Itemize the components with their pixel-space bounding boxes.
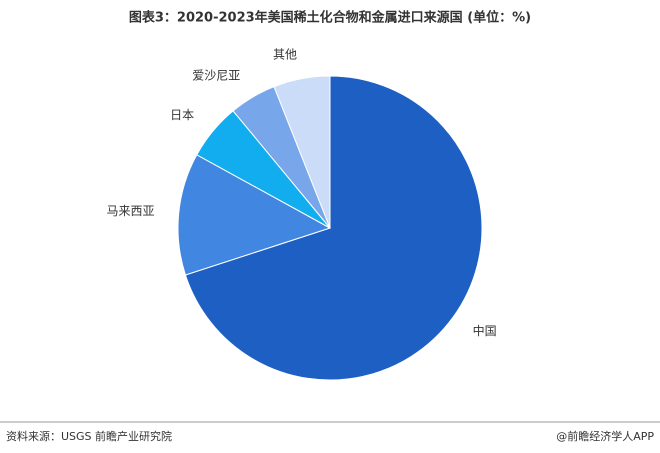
slice-label: 日本 <box>170 108 194 122</box>
chart-title: 图表3：2020-2023年美国稀土化合物和金属进口来源国 (单位：%) <box>129 10 531 26</box>
slice-label: 其他 <box>273 47 297 61</box>
slice-label: 马来西亚 <box>106 204 154 218</box>
slice-label: 爱沙尼亚 <box>192 69 240 83</box>
pie-slice <box>273 75 331 229</box>
source: 资料来源：USGS 前瞻产业研究院 <box>6 429 172 443</box>
credit: @前瞻经济学人APP <box>556 429 654 443</box>
pie-slice <box>177 154 332 276</box>
pie-slice <box>184 75 483 381</box>
slice-label: 中国 <box>473 323 497 338</box>
